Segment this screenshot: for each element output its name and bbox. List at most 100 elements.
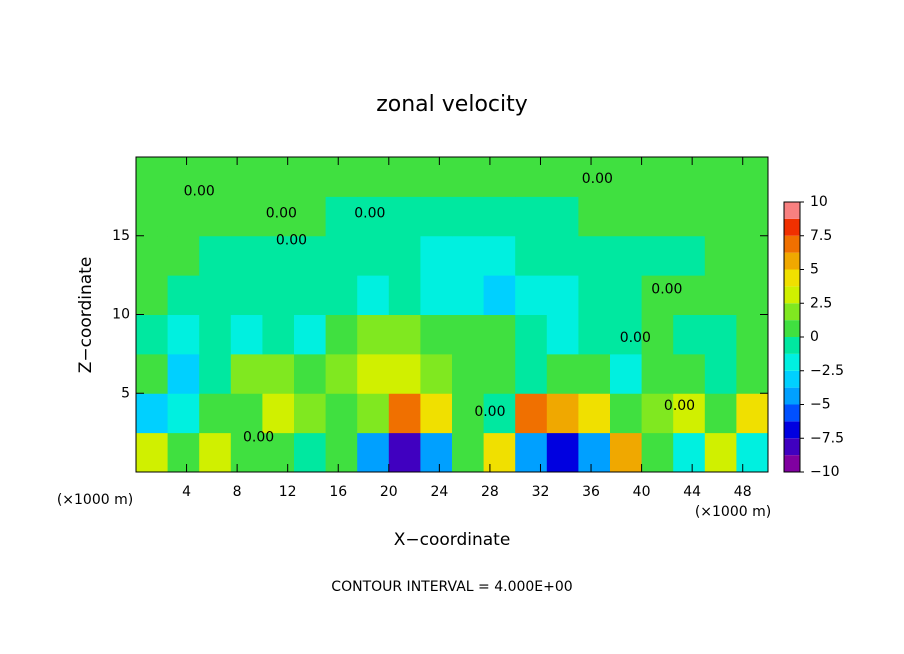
contour-label: 0.00 (266, 206, 297, 222)
contour-cell (262, 157, 295, 197)
colorbar-segment (784, 438, 800, 456)
contour-cell (136, 196, 169, 237)
contour-cell (610, 393, 643, 434)
contour-cell (704, 314, 737, 355)
contour-cell (452, 196, 485, 237)
contour-cell (736, 157, 769, 197)
contour-cell (357, 314, 390, 355)
contour-cell (388, 314, 421, 355)
contour-cell (452, 314, 485, 355)
contour-cell (515, 393, 548, 434)
x-tick-label: 32 (532, 484, 550, 500)
contour-cell (230, 196, 263, 237)
contour-cell (230, 393, 263, 434)
contour-cell (199, 157, 232, 197)
contour-cell (262, 432, 295, 473)
contour-cell (294, 353, 327, 394)
x-tick-label: 20 (380, 484, 398, 500)
colorbar-segment (784, 235, 800, 253)
contour-cell (452, 393, 485, 434)
y-tick-label: 5 (121, 385, 130, 401)
colorbar-segment (784, 218, 800, 236)
contour-cell (199, 275, 232, 315)
contour-cell (736, 432, 769, 473)
x-tick-label: 28 (481, 484, 499, 500)
contour-cell (641, 393, 674, 434)
contour-cell (483, 393, 516, 434)
contour-cell (736, 275, 769, 315)
contour-cell (357, 275, 390, 315)
colorbar-segment (784, 337, 800, 354)
contour-cell (515, 353, 548, 394)
x-tick-label: 44 (683, 484, 701, 500)
contour-cell (167, 235, 200, 276)
contour-cell (167, 393, 200, 434)
contour-cell (136, 432, 169, 473)
contour-cell (546, 275, 579, 315)
contour-cell (578, 196, 611, 237)
contour-cell (704, 353, 737, 394)
x-tick-label: 8 (233, 484, 242, 500)
contour-cell (546, 314, 579, 355)
contour-cell (199, 432, 232, 473)
contour-cell (136, 275, 169, 315)
contour-cell (230, 353, 263, 394)
contour-cell (420, 275, 453, 315)
y-unit: (×1000 m) (57, 492, 133, 508)
x-tick-label: 40 (633, 484, 651, 500)
footer-note: CONTOUR INTERVAL = 4.000E+00 (331, 579, 572, 595)
contour-label: 0.00 (620, 330, 651, 346)
contour-cell (578, 235, 611, 276)
contour-cell (325, 196, 358, 237)
contour-cell (262, 393, 295, 434)
contour-cell (167, 353, 200, 394)
contour-cell (515, 196, 548, 237)
colorbar-tick-label: −7.5 (810, 430, 844, 446)
contour-cell (704, 157, 737, 197)
contour-cell (704, 196, 737, 237)
contour-cell (262, 196, 295, 237)
contour-cell (610, 157, 643, 197)
contour-cell (483, 235, 516, 276)
contour-cell (325, 275, 358, 315)
contour-cell (610, 353, 643, 394)
colorbar-tick-label: 7.5 (810, 228, 832, 244)
contour-cell (578, 157, 611, 197)
colorbar-tick-label: −5 (810, 397, 831, 413)
colorbar-segment (784, 404, 800, 422)
colorbar-tick-label: 5 (810, 262, 819, 278)
contour-cell (546, 157, 579, 197)
y-axis-label: Z−coordinate (76, 257, 96, 374)
contour-cell (704, 235, 737, 276)
contour-label: 0.00 (474, 404, 505, 420)
colorbar-tick-label: 10 (810, 194, 828, 210)
contour-cell (641, 432, 674, 473)
contour-cell (136, 235, 169, 276)
contour-cell (452, 432, 485, 473)
contour-cell (673, 275, 706, 315)
colorbar-segment (784, 421, 800, 439)
contour-cell (641, 314, 674, 355)
colorbar-tick-label: 0 (810, 329, 819, 345)
contour-label: 0.00 (582, 171, 613, 187)
contour-cell (673, 157, 706, 197)
contour-cell (357, 196, 390, 237)
contour-cell (610, 275, 643, 315)
contour-cell (325, 393, 358, 434)
contour-cell (704, 275, 737, 315)
contour-cell (546, 393, 579, 434)
contour-cell (357, 157, 390, 197)
colorbar-tick-label: −10 (810, 464, 840, 480)
contour-cell (736, 314, 769, 355)
contour-cell (420, 157, 453, 197)
contour-cell (357, 393, 390, 434)
contour-cell (357, 235, 390, 276)
contour-cell (452, 353, 485, 394)
contour-cell (325, 157, 358, 197)
y-tick-label: 15 (112, 228, 130, 244)
contour-cell (294, 432, 327, 473)
contour-cell (199, 353, 232, 394)
contour-cell (294, 393, 327, 434)
colorbar-segment (784, 387, 800, 405)
